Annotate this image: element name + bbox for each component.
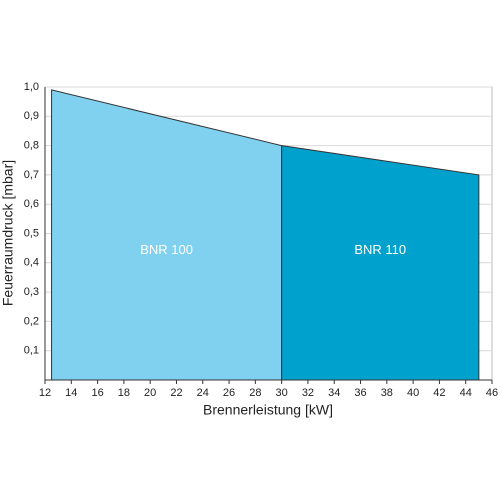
- x-tick-label: 14: [65, 387, 77, 399]
- y-tick-label: 0,4: [24, 257, 39, 269]
- x-tick-label: 32: [302, 387, 314, 399]
- y-tick-label: 0,6: [24, 198, 39, 210]
- x-tick-label: 22: [170, 387, 182, 399]
- y-tick-label: 0,7: [24, 169, 39, 181]
- x-tick-label: 30: [276, 387, 288, 399]
- x-tick-label: 46: [486, 387, 498, 399]
- y-tick-label: 1,0: [24, 81, 39, 93]
- x-tick-label: 44: [460, 387, 472, 399]
- y-tick-label: 0,8: [24, 140, 39, 152]
- y-tick-label: 0,9: [24, 110, 39, 122]
- x-tick-label: 20: [144, 387, 156, 399]
- y-tick-label: 0,1: [24, 345, 39, 357]
- x-axis-title: Brennerleistung [kW]: [203, 402, 333, 418]
- x-tick-label: 36: [354, 387, 366, 399]
- x-tick-label: 26: [223, 387, 235, 399]
- y-tick-label: 0,5: [24, 227, 39, 239]
- y-tick-label: 0,3: [24, 286, 39, 298]
- x-tick-label: 40: [407, 387, 419, 399]
- area-label: BNR 100: [140, 242, 193, 257]
- y-tick-label: 0,2: [24, 315, 39, 327]
- area-label: BNR 110: [354, 242, 406, 257]
- x-tick-label: 34: [328, 387, 340, 399]
- x-tick-label: 18: [118, 387, 130, 399]
- x-tick-label: 12: [39, 387, 51, 399]
- y-axis-title: Feuerraumdruck [mbar]: [0, 160, 16, 306]
- x-tick-label: 42: [433, 387, 445, 399]
- x-tick-label: 38: [381, 387, 393, 399]
- x-tick-label: 24: [197, 387, 209, 399]
- x-tick-label: 16: [91, 387, 103, 399]
- x-tick-label: 28: [249, 387, 261, 399]
- area: [281, 145, 480, 381]
